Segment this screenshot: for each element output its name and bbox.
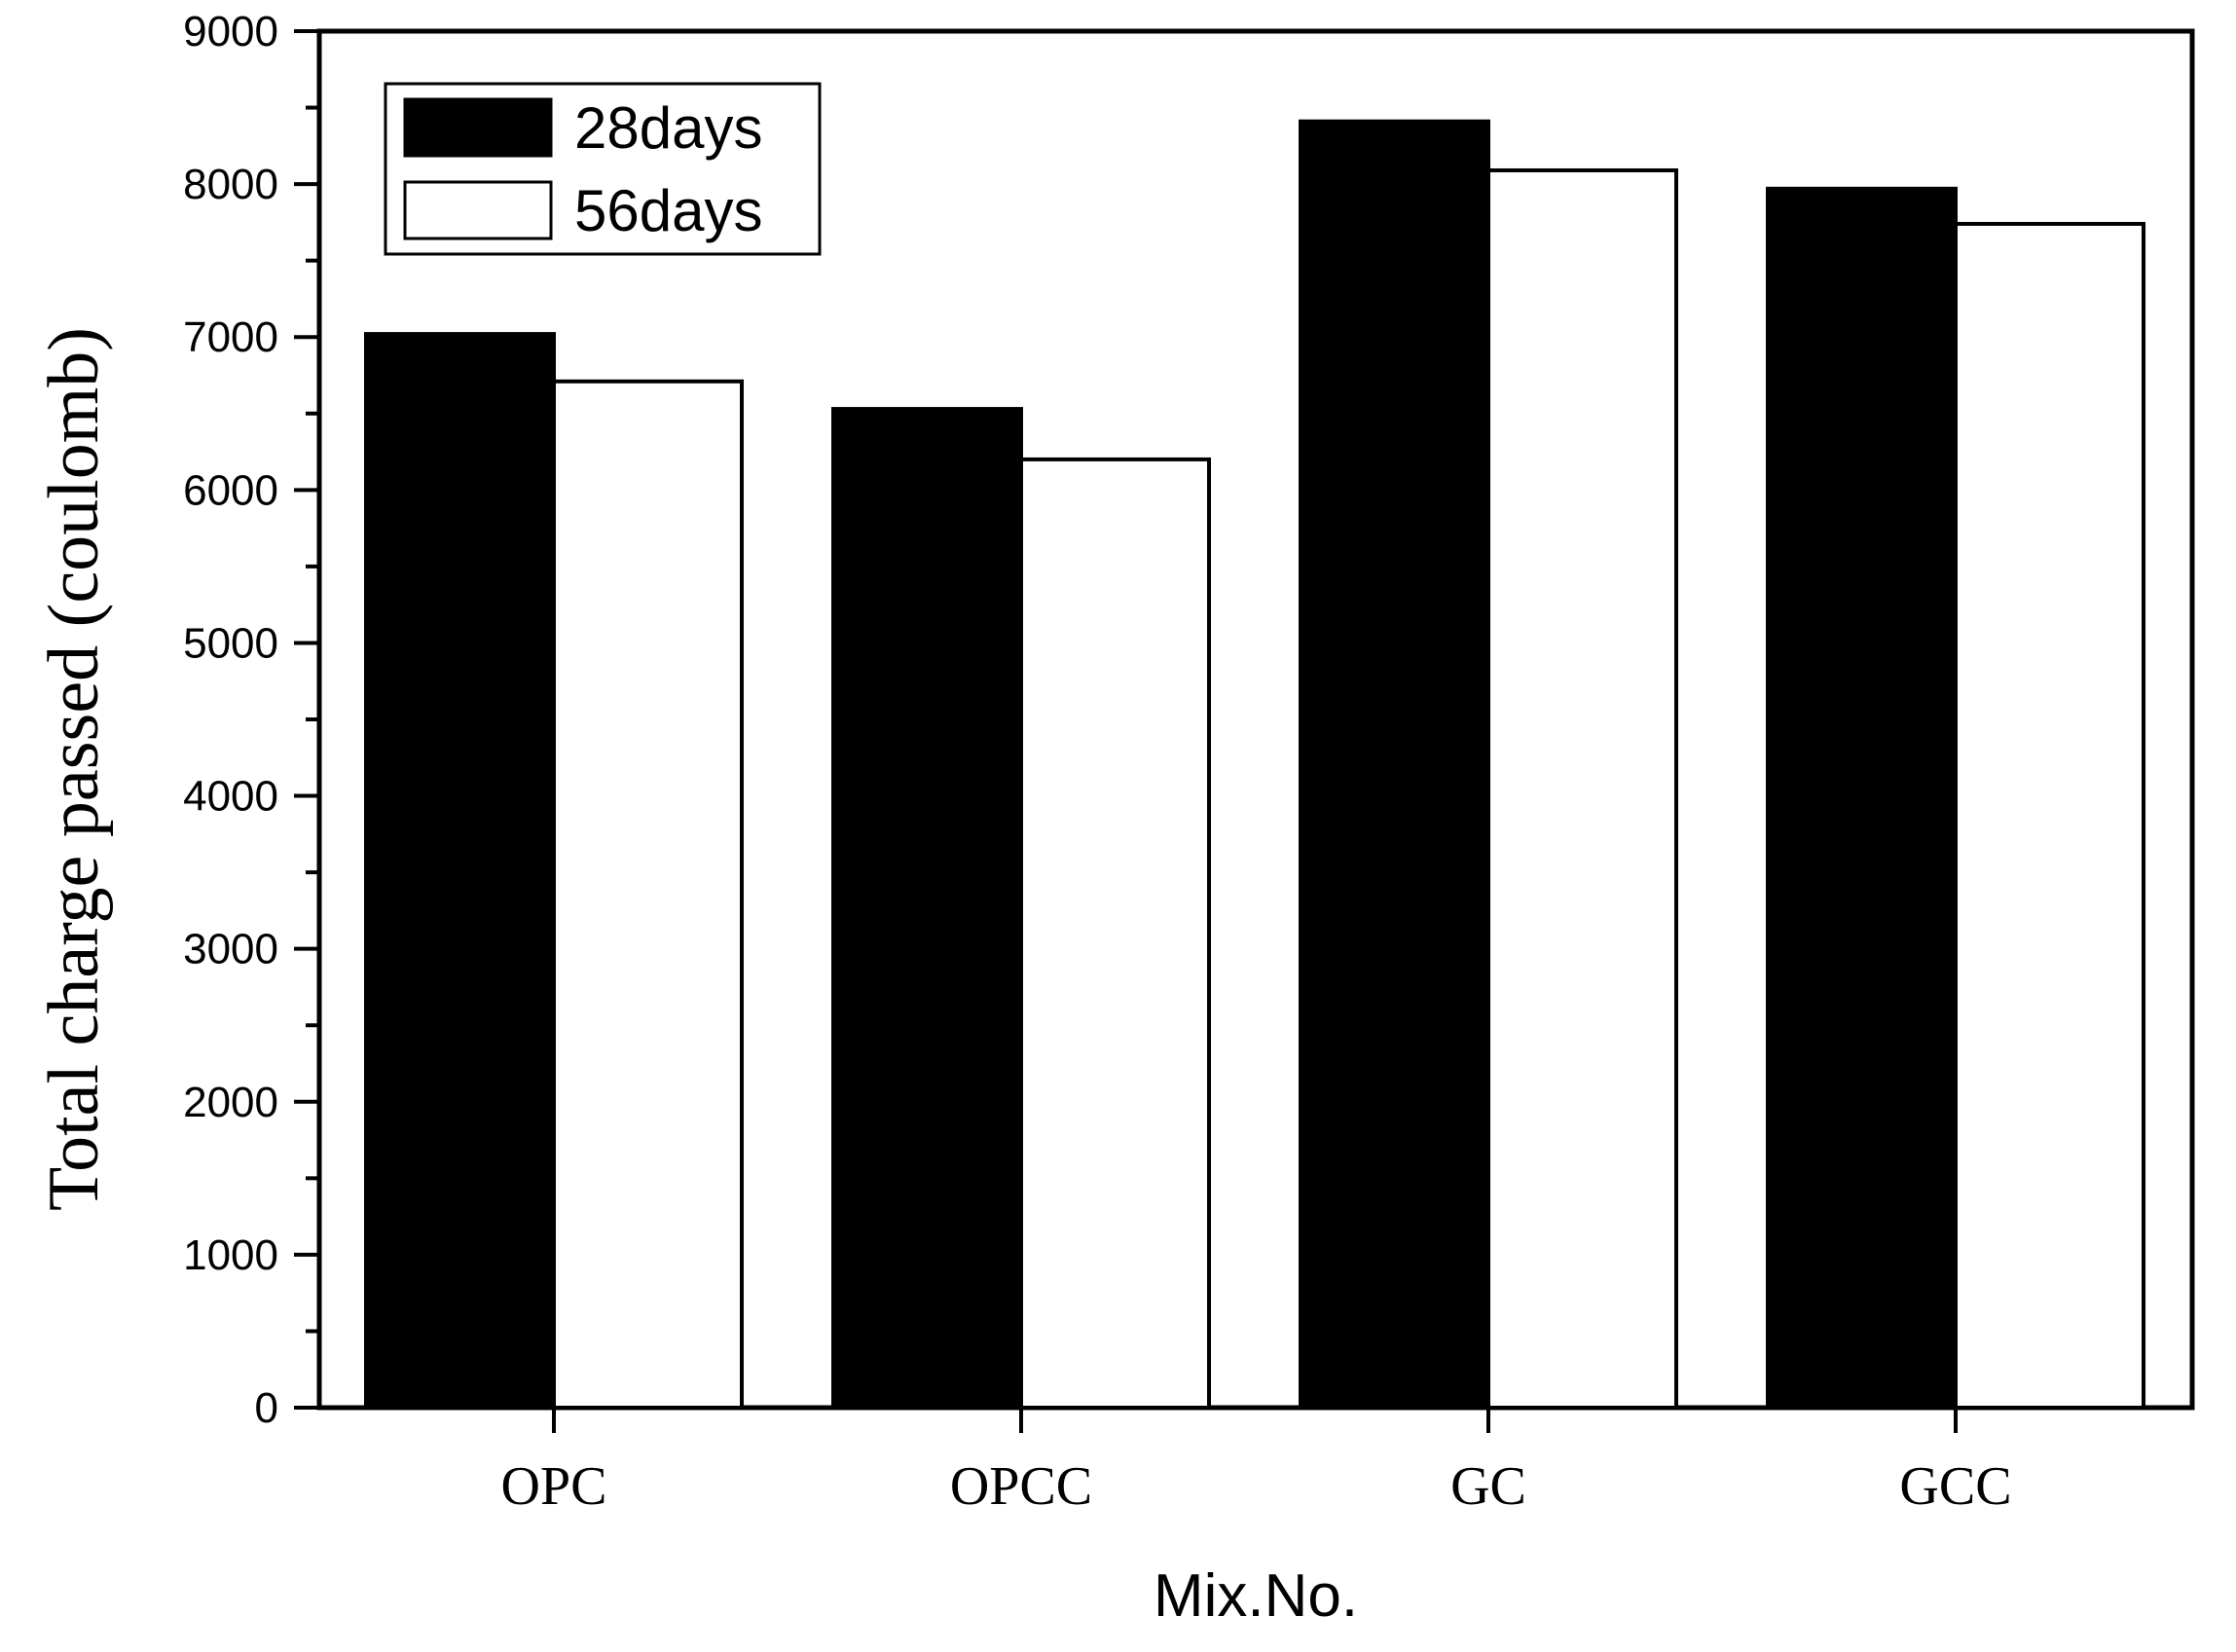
bar-gc-28days [1299,119,1490,1410]
y-tick-label: 8000 [183,161,278,208]
x-axis-title: Mix.No. [1154,1562,1358,1630]
y-tick-label: 2000 [183,1079,278,1126]
bar-series [364,119,2145,1411]
bar-opc-56days [552,379,744,1411]
bar-gcc-28days [1766,186,1958,1410]
y-tick-label: 1000 [183,1231,278,1279]
x-tick-label-gcc: GCC [1899,1456,2011,1517]
legend-swatch-56days [403,180,553,240]
bar-opc-28days [364,332,556,1411]
x-axis-ticks [552,1408,1958,1433]
x-tick-label-opcc: OPCC [950,1456,1092,1517]
y-tick-label: 9000 [183,8,278,55]
y-axis-ticks [294,29,319,1410]
legend-swatch-28days [403,97,553,158]
y-tick-label: 0 [255,1384,278,1432]
y-tick-label: 3000 [183,926,278,973]
bar-gcc-56days [1954,221,2145,1411]
x-tick-label-opc: OPC [501,1456,607,1517]
y-axis-title: Total charge passed (coulomb) [34,327,114,1211]
x-axis-category-labels: OPC OPCC GC GCC [501,1456,2012,1517]
y-axis-tick-labels: 0 1000 2000 3000 4000 5000 6000 7000 8000 9000 [183,8,278,1432]
y-tick-label: 4000 [183,773,278,821]
legend-label-28days: 28days [574,95,762,161]
y-tick-label: 6000 [183,466,278,514]
legend-label-56days: 56days [574,178,762,243]
bar-gc-56days [1486,167,1678,1411]
legend: 28days 56days [384,82,822,256]
x-tick-label-gc: GC [1450,1456,1526,1517]
bar-opcc-28days [831,407,1023,1410]
bar-opcc-56days [1019,457,1211,1410]
y-tick-label: 5000 [183,619,278,667]
y-tick-label: 7000 [183,313,278,361]
